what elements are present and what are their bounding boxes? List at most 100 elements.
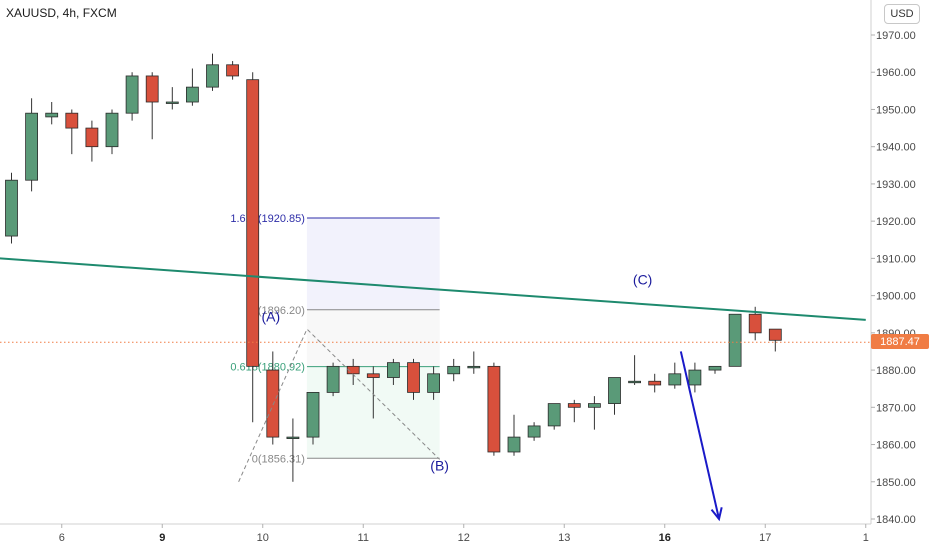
- candle-body: [386, 362, 400, 378]
- candle-body: [206, 64, 219, 88]
- candle-body: [165, 101, 179, 104]
- y-tick-label: 1970.00: [876, 30, 916, 42]
- candle-body: [65, 112, 79, 129]
- candle-body: [346, 365, 360, 375]
- candle-up: [608, 377, 621, 415]
- candle-up: [728, 313, 742, 367]
- time-axis[interactable]: 6 9 10 11 12 13 16 17 1: [59, 524, 869, 544]
- y-tick-label: 1880.00: [876, 365, 916, 377]
- y-tick-label: 1840.00: [876, 514, 916, 526]
- candle-up: [708, 365, 722, 374]
- candle-body: [547, 403, 561, 427]
- fib-zone: [306, 217, 440, 310]
- candle-up: [5, 172, 18, 244]
- candle-up: [185, 68, 199, 106]
- candle-body: [567, 403, 581, 408]
- projection-arrow-head: [710, 507, 723, 522]
- trendline[interactable]: [0, 257, 866, 321]
- wave-label: (B): [430, 458, 449, 474]
- y-tick-label: 1900.00: [876, 291, 916, 303]
- y-tick-label: 1940.00: [876, 142, 916, 154]
- candle-body: [226, 64, 240, 77]
- candle-down: [407, 358, 420, 400]
- fib-zone: [306, 309, 440, 367]
- candle-down: [768, 328, 782, 352]
- candle-body: [105, 112, 119, 148]
- x-tick-label: 1: [863, 532, 869, 544]
- candle-up: [688, 362, 702, 393]
- candle-down: [487, 362, 501, 456]
- candle-body: [487, 365, 501, 453]
- candle-body: [326, 365, 340, 393]
- candle-body: [648, 380, 662, 386]
- candle-body: [306, 392, 320, 438]
- candle-up: [467, 351, 481, 374]
- candle-up: [165, 87, 179, 110]
- candle-body: [125, 75, 139, 114]
- candle-body: [527, 425, 541, 438]
- candle-down: [85, 120, 99, 162]
- y-tick-label: 1860.00: [876, 440, 916, 452]
- candle-up: [45, 102, 59, 125]
- x-tick-label: 16: [659, 532, 671, 544]
- y-tick-label: 1960.00: [876, 67, 916, 79]
- candle-up: [628, 355, 641, 385]
- candle-up: [547, 403, 561, 430]
- y-tick-label: 1870.00: [876, 402, 916, 414]
- candle-up: [447, 358, 461, 382]
- candle-up: [105, 109, 119, 155]
- candle-body: [588, 403, 601, 408]
- last-price-label: 1887.47: [871, 334, 929, 350]
- candle-body: [366, 373, 380, 378]
- candle-down: [65, 109, 79, 155]
- candle-up: [125, 72, 139, 121]
- fibonacci-extension[interactable]: 1.618(1920.85)1(1896.20)0.618(1880.92)0(…: [230, 213, 440, 465]
- candle-down: [366, 366, 380, 419]
- candle-body: [507, 436, 521, 453]
- candle-body: [768, 328, 782, 341]
- candle-up: [326, 362, 340, 397]
- x-tick-label: 13: [558, 532, 570, 544]
- candle-up: [427, 366, 441, 400]
- candle-up: [668, 362, 682, 389]
- symbol-title: XAUUSD, 4h, FXCM: [6, 6, 117, 20]
- candle-body: [608, 377, 621, 404]
- candle-body: [668, 373, 682, 386]
- fib-level-label: 0(1856.31): [252, 453, 305, 465]
- candle-body: [5, 179, 18, 237]
- candle-body: [708, 365, 722, 371]
- currency-button[interactable]: USD: [884, 4, 920, 24]
- fib-level-label: 1(1896.20): [252, 305, 305, 317]
- candle-down: [648, 373, 662, 393]
- candlestick-series: [5, 53, 782, 482]
- y-tick-label: 1850.00: [876, 477, 916, 489]
- y-tick-label: 1920.00: [876, 216, 916, 228]
- candle-down: [145, 72, 159, 140]
- candle-up: [527, 422, 541, 441]
- candle-body: [25, 112, 39, 181]
- candle-body: [728, 313, 742, 367]
- candle-body: [628, 380, 641, 384]
- candle-up: [286, 418, 300, 482]
- candle-down: [266, 351, 280, 445]
- candle-body: [688, 369, 702, 386]
- candle-down: [226, 61, 240, 80]
- projection-arrow[interactable]: [679, 351, 720, 520]
- candle-down: [246, 72, 260, 423]
- candle-body: [286, 436, 300, 439]
- wave-label: (A): [261, 309, 280, 325]
- x-tick-label: 9: [159, 532, 165, 544]
- candle-up: [306, 392, 320, 445]
- candle-body: [185, 86, 199, 103]
- y-tick-label: 1950.00: [876, 104, 916, 116]
- drawing-overlay: (A) (B) (C): [0, 257, 871, 522]
- candle-body: [748, 313, 762, 334]
- candle-body: [447, 365, 461, 375]
- candle-up: [507, 414, 521, 456]
- candle-body: [467, 365, 481, 369]
- candle-down: [567, 399, 581, 423]
- fib-level-label: 1.618(1920.85): [230, 213, 305, 225]
- price-axis[interactable]: 1970.00 1960.00 1950.00 1940.00 1930.00 1920.…: [871, 30, 916, 526]
- candle-down: [346, 358, 360, 385]
